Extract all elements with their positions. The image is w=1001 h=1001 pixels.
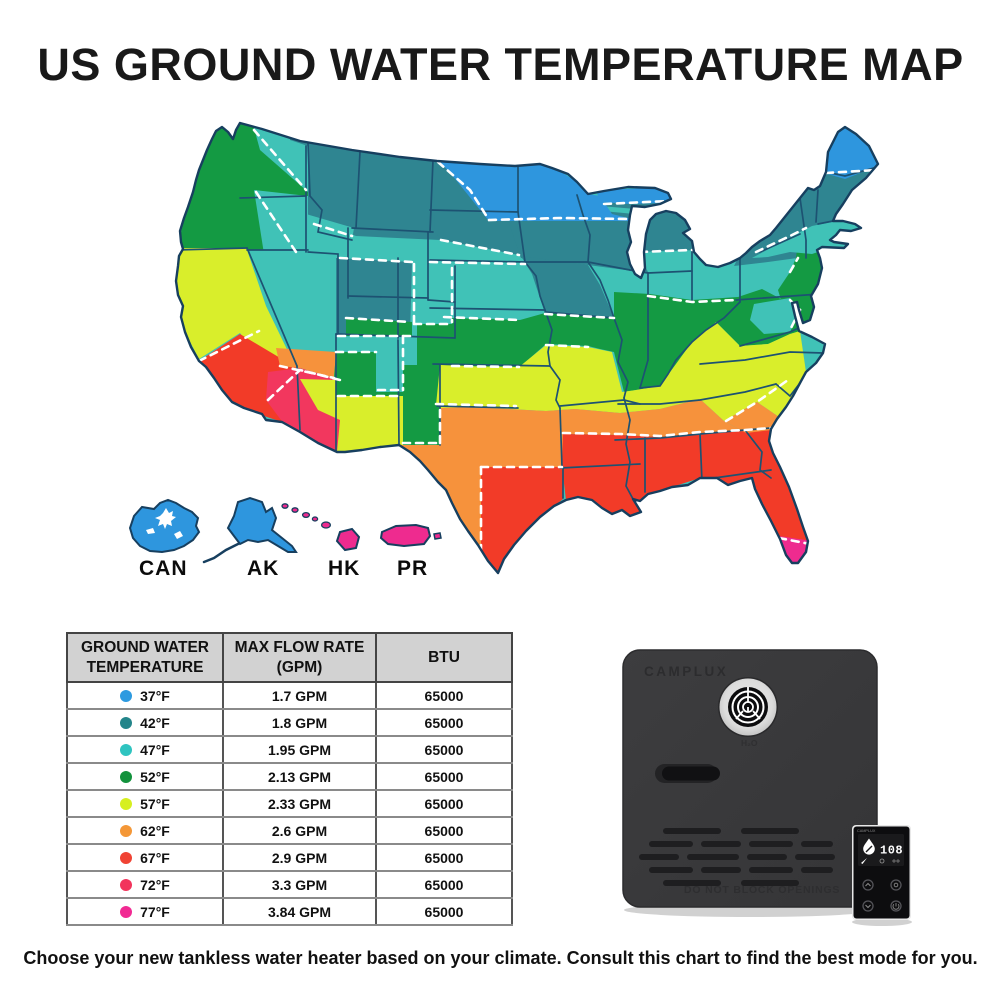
svg-text:CAN: CAN xyxy=(139,557,188,580)
svg-text:CAMPLUX: CAMPLUX xyxy=(857,829,876,833)
svg-text:PR: PR xyxy=(397,557,428,580)
svg-text:AK: AK xyxy=(247,557,279,580)
svg-text:H₂O: H₂O xyxy=(741,738,758,748)
svg-text:DO NOT BLOCK OPENINGS: DO NOT BLOCK OPENINGS xyxy=(684,884,840,896)
svg-text:HK: HK xyxy=(328,557,360,580)
svg-text:108: 108 xyxy=(880,844,903,858)
svg-text:CAMPLUX: CAMPLUX xyxy=(644,664,728,679)
